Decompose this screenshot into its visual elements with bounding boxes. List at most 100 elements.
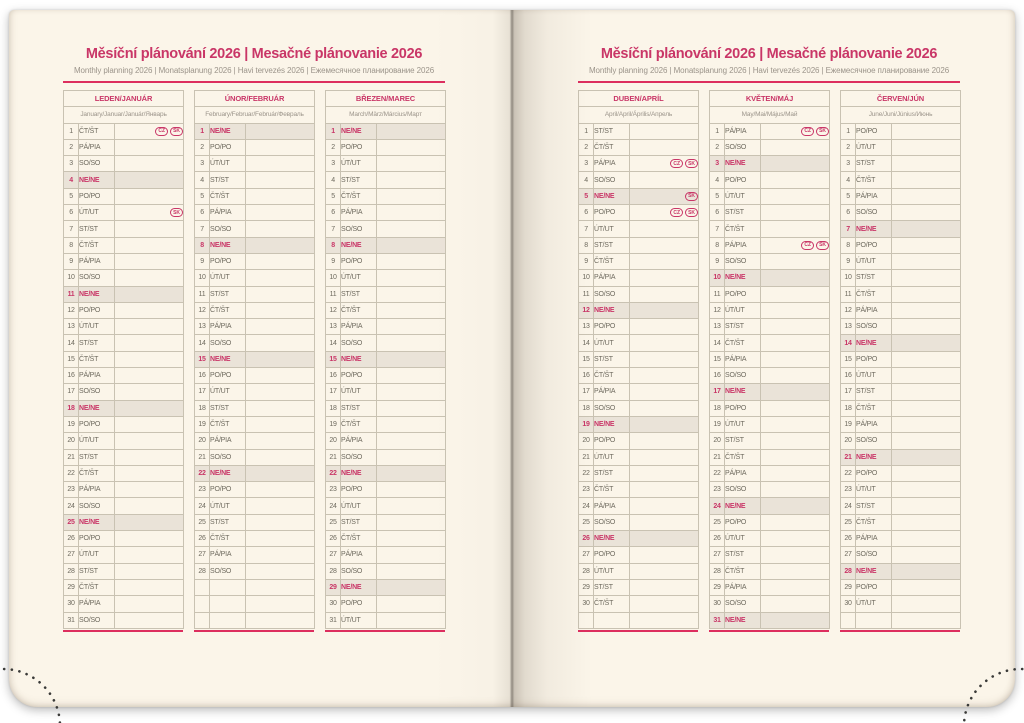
notes-cell: CZ SK: [628, 155, 700, 173]
weekday-label: ČT/ŠT: [855, 513, 892, 532]
notes-cell: [375, 432, 447, 450]
day-number: 12: [578, 301, 594, 320]
day-row-may-19: 19 ÚT/UT: [709, 415, 831, 434]
day-row-february-10: 10 ÚT/UT: [194, 269, 316, 287]
day-row-april-27: 27 PO/PO: [578, 546, 700, 564]
day-number: 14: [709, 334, 725, 352]
day-row-february-17: 17 ÚT/UT: [194, 383, 316, 401]
day-row-may-24: 24 NE/NE: [709, 497, 831, 515]
holiday-badge-sk: SK: [816, 126, 829, 136]
day-number: 16: [194, 367, 210, 385]
weekday-label: SO/SO: [855, 432, 892, 450]
empty-row: [194, 578, 316, 597]
day-number: 1: [63, 122, 79, 140]
day-number: 30: [63, 595, 79, 613]
planner-spread: Měsíční plánování 2026 | Mesačné plánova…: [9, 10, 1015, 707]
notes-cell: [759, 171, 831, 189]
weekday-label: PO/PO: [209, 252, 246, 271]
day-number: 28: [63, 562, 79, 580]
notes-cell: [890, 318, 962, 336]
day-row-march-6: 6 PÁ/PIA: [325, 204, 447, 222]
weekday-label: ST/ST: [724, 432, 761, 450]
day-row-april-23: 23 ČT/ŠT: [578, 481, 700, 499]
day-row-march-15: 15 NE/NE: [325, 350, 447, 369]
day-number: 11: [194, 285, 210, 303]
day-row-march-12: 12 ČT/ŠT: [325, 301, 447, 320]
notes-cell: [113, 578, 185, 597]
weekday-label: ČT/ŠT: [593, 367, 630, 385]
day-number: 23: [840, 481, 856, 499]
weekday-label: [593, 611, 630, 629]
notes-cell: [759, 611, 831, 629]
weekday-label: PÁ/PIA: [209, 318, 246, 336]
day-row-april-30: 30 ČT/ŠT: [578, 595, 700, 613]
day-number: 23: [578, 481, 594, 499]
notes-cell: [244, 530, 316, 548]
day-number: 20: [578, 432, 594, 450]
day-number: 28: [194, 562, 210, 580]
month-languages: February/Februar/Február/Февраль: [193, 105, 316, 124]
notes-cell: [375, 415, 447, 434]
day-row-january-22: 22 ČT/ŠT: [63, 464, 185, 483]
day-number: 8: [840, 236, 856, 254]
day-row-march-2: 2 PO/PO: [325, 138, 447, 157]
day-number: 23: [325, 481, 341, 499]
weekday-label: NE/NE: [855, 334, 892, 352]
left-page: Měsíční plánování 2026 | Mesačné plánova…: [9, 10, 512, 707]
notes-cell: [759, 187, 831, 206]
weekday-label: ÚT/UT: [855, 367, 892, 385]
day-number: 13: [840, 318, 856, 336]
weekday-label: SO/SO: [855, 318, 892, 336]
day-row-february-21: 21 SO/SO: [194, 448, 316, 466]
month-languages: March/März/Március/Март: [324, 105, 447, 124]
notes-cell: [244, 595, 316, 613]
notes-cell: [628, 481, 700, 499]
notes-cell: [375, 481, 447, 499]
holiday-badge-sk: SK: [170, 208, 183, 218]
weekday-label: PÁ/PIA: [855, 415, 892, 434]
notes-cell: SK: [628, 187, 700, 206]
empty-row: [194, 595, 316, 613]
day-number: 26: [840, 530, 856, 548]
weekday-label: ČT/ŠT: [724, 334, 761, 352]
day-row-april-18: 18 SO/SO: [578, 399, 700, 417]
day-number: 20: [194, 432, 210, 450]
day-number: 5: [840, 187, 856, 206]
day-row-january-13: 13 ÚT/UT: [63, 318, 185, 336]
day-number: 21: [63, 448, 79, 466]
day-number: 7: [325, 220, 341, 238]
weekday-label: NE/NE: [593, 530, 630, 548]
weekday-label: PO/PO: [724, 171, 761, 189]
notes-cell: [375, 204, 447, 222]
day-row-april-16: 16 ČT/ŠT: [578, 367, 700, 385]
day-row-june-6: 6 SO/SO: [840, 204, 962, 222]
day-number: 24: [63, 497, 79, 515]
day-row-may-3: 3 NE/NE: [709, 155, 831, 173]
day-number: [840, 611, 856, 629]
day-row-may-13: 13 ST/ST: [709, 318, 831, 336]
weekday-label: ÚT/UT: [209, 269, 246, 287]
notes-cell: [628, 513, 700, 532]
weekday-label: NE/NE: [340, 236, 377, 254]
notes-cell: [244, 350, 316, 369]
day-number: 8: [194, 236, 210, 254]
notes-cell: [244, 578, 316, 597]
day-row-march-9: 9 PO/PO: [325, 252, 447, 271]
notes-cell: [244, 481, 316, 499]
month-title: BŘEZEN/MAREC: [324, 89, 447, 107]
weekday-label: SO/SO: [855, 546, 892, 564]
day-number: 10: [709, 269, 725, 287]
notes-cell: [890, 269, 962, 287]
weekday-label: PO/PO: [593, 432, 630, 450]
month-title: ČERVEN/JÚN: [839, 89, 962, 107]
weekday-label: NE/NE: [593, 187, 630, 206]
weekday-label: ST/ST: [78, 220, 115, 238]
day-row-january-5: 5 PO/PO: [63, 187, 185, 206]
day-number: 19: [194, 415, 210, 434]
day-row-june-13: 13 SO/SO: [840, 318, 962, 336]
day-number: 14: [63, 334, 79, 352]
day-row-june-12: 12 PÁ/PIA: [840, 301, 962, 320]
day-number: 7: [578, 220, 594, 238]
notes-cell: [244, 138, 316, 157]
notes-cell: [890, 350, 962, 369]
